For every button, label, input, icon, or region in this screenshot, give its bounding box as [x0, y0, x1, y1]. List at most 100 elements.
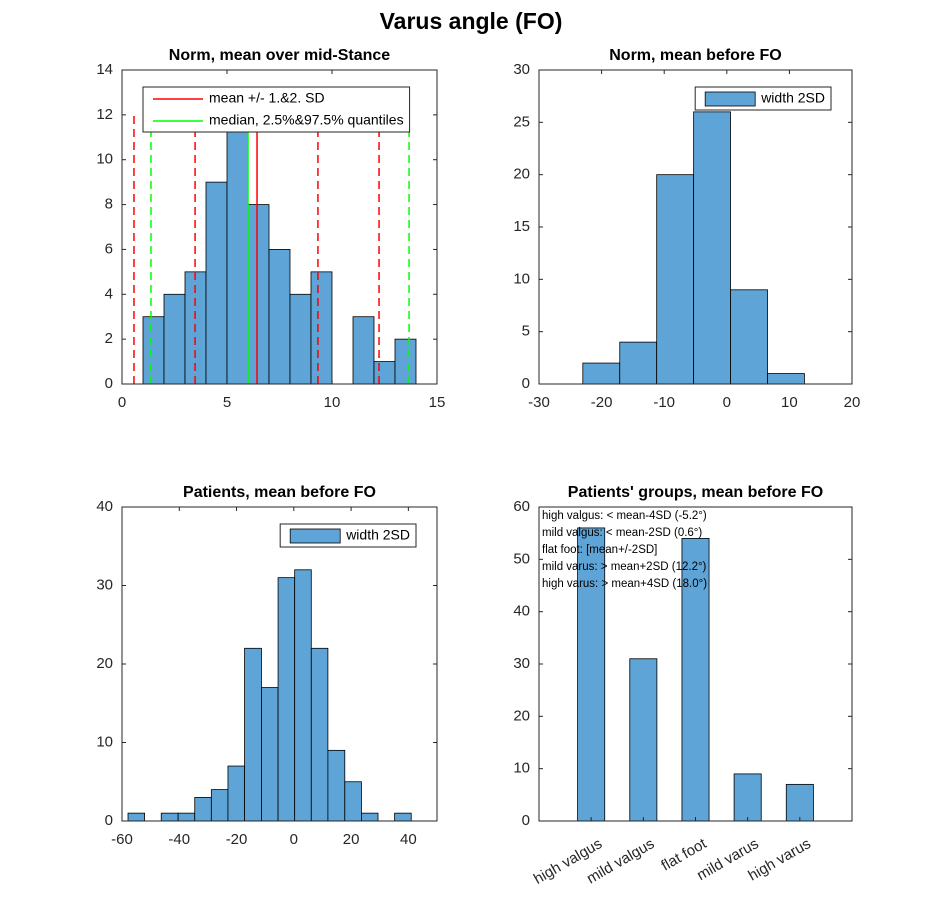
- bar: [577, 527, 606, 822]
- y-tick-label: 2: [105, 330, 113, 347]
- y-tick-label: 10: [96, 733, 113, 750]
- histogram-bar: [619, 341, 658, 385]
- y-tick-label: 0: [105, 375, 113, 392]
- histogram-bar: [277, 577, 296, 822]
- histogram-bar: [582, 362, 621, 385]
- y-tick-label: 14: [96, 61, 113, 78]
- histogram-bar: [310, 647, 329, 822]
- y-tick-label: 20: [96, 655, 113, 672]
- histogram-bar: [127, 812, 146, 822]
- histogram-bar: [142, 316, 165, 385]
- y-tick-label: 60: [513, 498, 530, 515]
- histogram-bar: [289, 293, 312, 385]
- annotation: high valgus: < mean-4SD (-5.2°): [542, 510, 707, 522]
- y-tick-label: 0: [105, 812, 113, 829]
- subplot-title: Norm, mean over mid-Stance: [169, 47, 391, 64]
- histogram-bar: [247, 204, 270, 385]
- x-tick-label: 0: [290, 831, 298, 848]
- y-tick-label: 6: [105, 240, 113, 257]
- x-tick-label: 10: [781, 394, 798, 411]
- histogram-bar: [194, 797, 212, 822]
- histogram-bar: [730, 289, 768, 385]
- y-tick-label: 40: [96, 498, 113, 515]
- x-tick-label: -30: [528, 394, 550, 411]
- histogram-bar: [227, 765, 245, 822]
- subplot: Norm, mean before FO 0 5 10 15 20 25 30 -30 -20 -1…: [513, 47, 860, 411]
- histogram-bar: [360, 812, 379, 822]
- y-tick-label: 10: [513, 760, 530, 777]
- x-tick-label: 15: [429, 394, 446, 411]
- legend-label: mean +/- 1.&2. SD: [209, 90, 325, 106]
- histogram-bar: [177, 812, 196, 822]
- histogram-bar: [226, 114, 249, 385]
- annotation: mild valgus: < mean-2SD (0.6°): [542, 527, 702, 539]
- x-tick-label: -20: [591, 394, 613, 411]
- y-tick-label: 30: [513, 61, 530, 78]
- subplot: Patients' groups, mean before FO 0 10 20 30 4…: [513, 484, 853, 888]
- legend-swatch: [704, 91, 756, 107]
- axes-frame: [538, 69, 853, 385]
- histogram-bar: [344, 781, 362, 822]
- histogram-bar: [205, 181, 228, 385]
- x-tick-label: 5: [223, 394, 231, 411]
- histogram-bar: [310, 271, 333, 385]
- histogram-bar: [394, 338, 417, 385]
- annotation: high varus: > mean+4SD (18.0°): [542, 578, 707, 590]
- histogram-bar: [268, 249, 291, 385]
- annotation: mild varus: > mean+2SD (12.2°): [542, 561, 707, 573]
- axes-frame: [121, 506, 438, 822]
- y-tick-label: 15: [513, 218, 530, 235]
- subplot: Norm, mean over mid-Stance 0 2 4 6 8 10 12 14 0 5 1…: [96, 47, 445, 411]
- legend-label: median, 2.5%&97.5% quantiles: [209, 112, 404, 128]
- subplot: Patients, mean before FO 0 10 20 30 40 -60 -40 -…: [96, 484, 438, 848]
- y-tick-label: 0: [522, 375, 530, 392]
- subplot-title: Norm, mean before FO: [609, 47, 781, 64]
- axes-frame: [538, 506, 853, 822]
- y-tick-label: 0: [522, 812, 530, 829]
- x-tick-label: 40: [400, 831, 417, 848]
- axes-frame: [121, 69, 438, 385]
- legend: mean +/- 1.&2. SD median, 2.5%&97.5% quan…: [142, 86, 411, 133]
- histogram-bar: [656, 174, 695, 385]
- annotation: flat foot: [mean+/-2SD]: [542, 544, 657, 556]
- y-tick-label: 50: [513, 550, 530, 567]
- x-tick-label: -20: [226, 831, 248, 848]
- histogram-bar: [160, 812, 179, 822]
- y-tick-label: 40: [513, 603, 530, 620]
- x-tick-label: 0: [118, 394, 126, 411]
- bar: [733, 773, 762, 822]
- histogram-bar: [244, 647, 262, 822]
- histogram-bar: [693, 111, 731, 385]
- legend-swatch: [289, 528, 341, 544]
- histogram-bar: [373, 361, 396, 385]
- y-tick-label: 30: [96, 576, 113, 593]
- legend-label: width 2SD: [760, 90, 825, 106]
- y-tick-label: 12: [96, 106, 113, 123]
- x-tick-label: -40: [168, 831, 190, 848]
- legend-box: [142, 86, 411, 133]
- histogram-bar: [394, 812, 412, 822]
- y-tick-label: 10: [96, 151, 113, 168]
- y-tick-label: 8: [105, 196, 113, 213]
- histogram-bar: [767, 373, 805, 385]
- histogram-bar: [261, 687, 279, 822]
- y-tick-label: 10: [513, 270, 530, 287]
- histogram-bar: [327, 749, 346, 822]
- y-tick-label: 20: [513, 166, 530, 183]
- bar: [681, 538, 710, 822]
- x-tick-label: 20: [844, 394, 861, 411]
- subplot-title: Patients, mean before FO: [183, 484, 376, 501]
- x-tick-label: 0: [723, 394, 731, 411]
- y-tick-label: 30: [513, 655, 530, 672]
- x-tick-label: -10: [653, 394, 675, 411]
- legend-label: width 2SD: [345, 527, 410, 543]
- histogram-bar: [210, 789, 229, 822]
- legend: width 2SD: [279, 523, 417, 548]
- y-tick-label: 5: [522, 323, 530, 340]
- subplot-title: Patients' groups, mean before FO: [568, 484, 823, 501]
- x-tick-label: -60: [111, 831, 133, 848]
- histogram-bar: [163, 293, 186, 385]
- bar: [785, 783, 814, 822]
